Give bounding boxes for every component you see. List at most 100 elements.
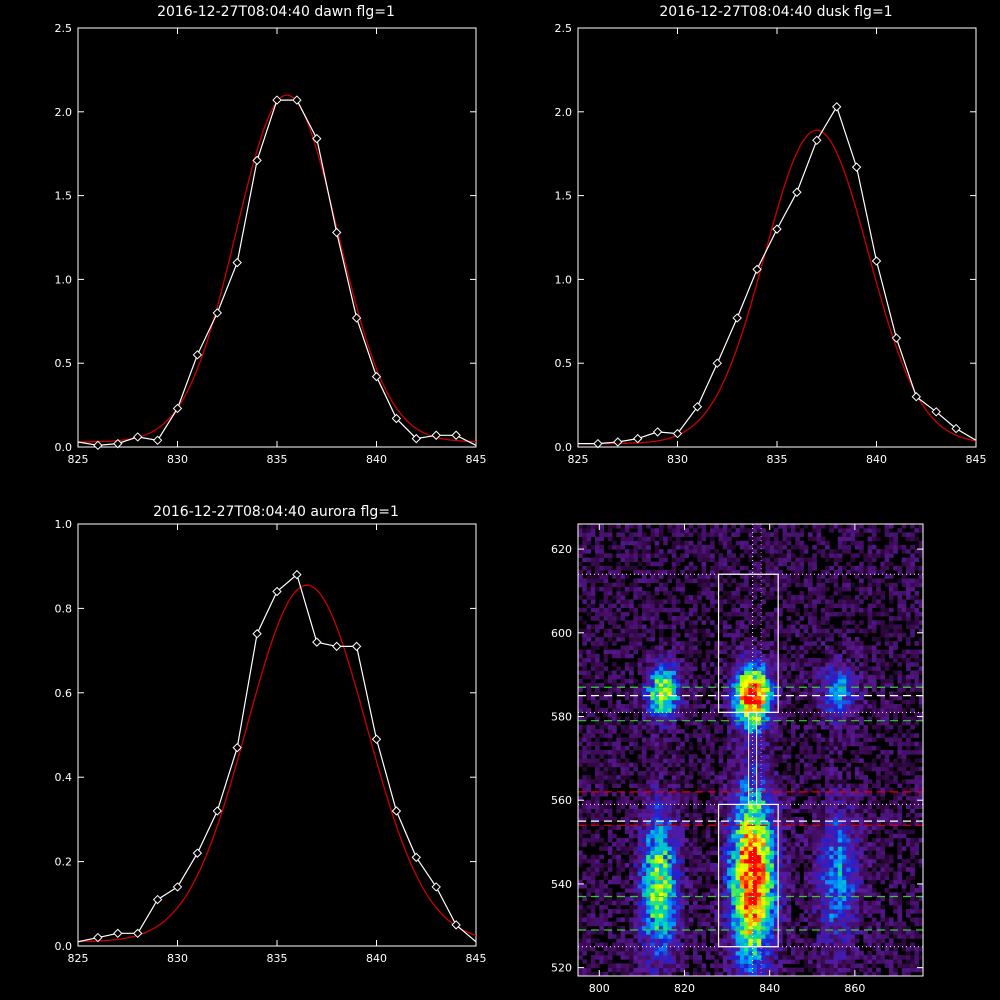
heatmap-cell [697,724,702,730]
heatmap-cell [897,683,903,688]
heatmap-cell [731,666,736,671]
heatmap-cell [888,842,894,847]
heatmap-cell [769,766,775,772]
heatmap-cell [641,687,647,692]
heatmap-cell [846,896,851,902]
heatmap-cell [773,687,779,692]
heatmap-cell [808,804,813,809]
heatmap-cell [859,733,864,738]
heatmap-cell [735,691,741,696]
heatmap-cell [722,800,728,805]
heatmap-cell [833,699,839,705]
heatmap-cell [910,875,915,881]
heatmap-cell [744,863,749,868]
heatmap-cell [880,904,886,910]
heatmap-cell [897,896,903,902]
heatmap-cell [876,666,881,671]
heatmap-cell [629,833,634,839]
heatmap-cell [714,875,719,881]
heatmap-cell [650,737,656,743]
heatmap-cell [650,687,656,692]
heatmap-cell [693,683,698,688]
heatmap-cell [816,929,822,935]
heatmap-cell [616,875,621,881]
heatmap-cell [718,783,724,789]
heatmap-cell [761,971,766,977]
heatmap-cell [731,775,736,780]
heatmap-cell [603,904,609,910]
heatmap-cell [731,670,736,676]
heatmap-cell [616,691,621,696]
heatmap-cell [786,754,792,759]
heatmap-cell [918,666,924,671]
heatmap-cell [833,733,839,738]
heatmap-cell [731,888,736,893]
heatmap-cell [637,683,643,688]
heatmap-cell [914,900,920,906]
heatmap-cell [722,846,728,851]
heatmap-cell [586,775,592,780]
heatmap-cell [825,842,830,847]
heatmap-cell [671,762,677,768]
heatmap-cell [863,691,869,696]
heatmap-cell [769,938,775,943]
heatmap-cell [646,821,651,826]
heatmap-cell [650,716,656,722]
heatmap-cell [607,959,613,964]
heatmap-cell [846,942,851,948]
heatmap-cell [650,796,656,801]
heatmap-cell [778,678,783,684]
heatmap-cell [765,917,771,922]
heatmap-cell [752,863,758,868]
heatmap-cell [905,716,911,722]
heatmap-cell [641,850,647,856]
heatmap-cell [641,741,647,747]
heatmap-cell [867,733,873,738]
heatmap-cell [727,892,732,897]
heatmap-cell [578,842,583,847]
heatmap-cell [765,938,771,943]
heatmap-cell [765,666,771,671]
heatmap-cell [837,770,843,776]
heatmap-cell [756,850,762,856]
heatmap-cell [710,720,715,726]
heatmap-cell [837,883,843,889]
heatmap-cell [778,967,783,973]
heatmap-cell [756,896,762,902]
heatmap-cell [718,703,724,709]
heatmap-cell [846,967,851,973]
heatmap-cell [786,850,792,856]
heatmap-cell [876,787,881,793]
heatmap-cell [714,775,719,780]
heatmap-cell [837,913,843,918]
heatmap-cell [863,791,869,797]
heatmap-cell [799,712,805,717]
heatmap-cell [722,783,728,789]
heatmap-cell [629,708,634,713]
heatmap-cell [641,825,647,830]
heatmap-cell [714,666,719,671]
heatmap-cell [871,674,877,680]
heatmap-cell [739,837,745,843]
heatmap-cell [620,766,626,772]
heatmap-cell [620,678,626,684]
heatmap-cell [850,687,856,692]
heatmap-cell [880,703,886,709]
heatmap-cell [663,662,668,667]
heatmap-cell [825,963,830,969]
heatmap-cell [897,955,903,960]
heatmap-cell [816,678,822,684]
heatmap-cell [765,963,771,969]
y-tick-label: 1.5 [55,190,73,203]
heatmap-cell [748,888,754,893]
heatmap-cell [859,917,864,922]
heatmap-cell [773,775,779,780]
heatmap-cell [769,670,775,676]
heatmap-cell [735,842,741,847]
heatmap-cell [795,762,800,768]
heatmap-cell [773,929,779,935]
heatmap-cell [731,833,736,839]
heatmap-cell [633,796,639,801]
heatmap-cell [825,850,830,856]
heatmap-cell [833,883,839,889]
